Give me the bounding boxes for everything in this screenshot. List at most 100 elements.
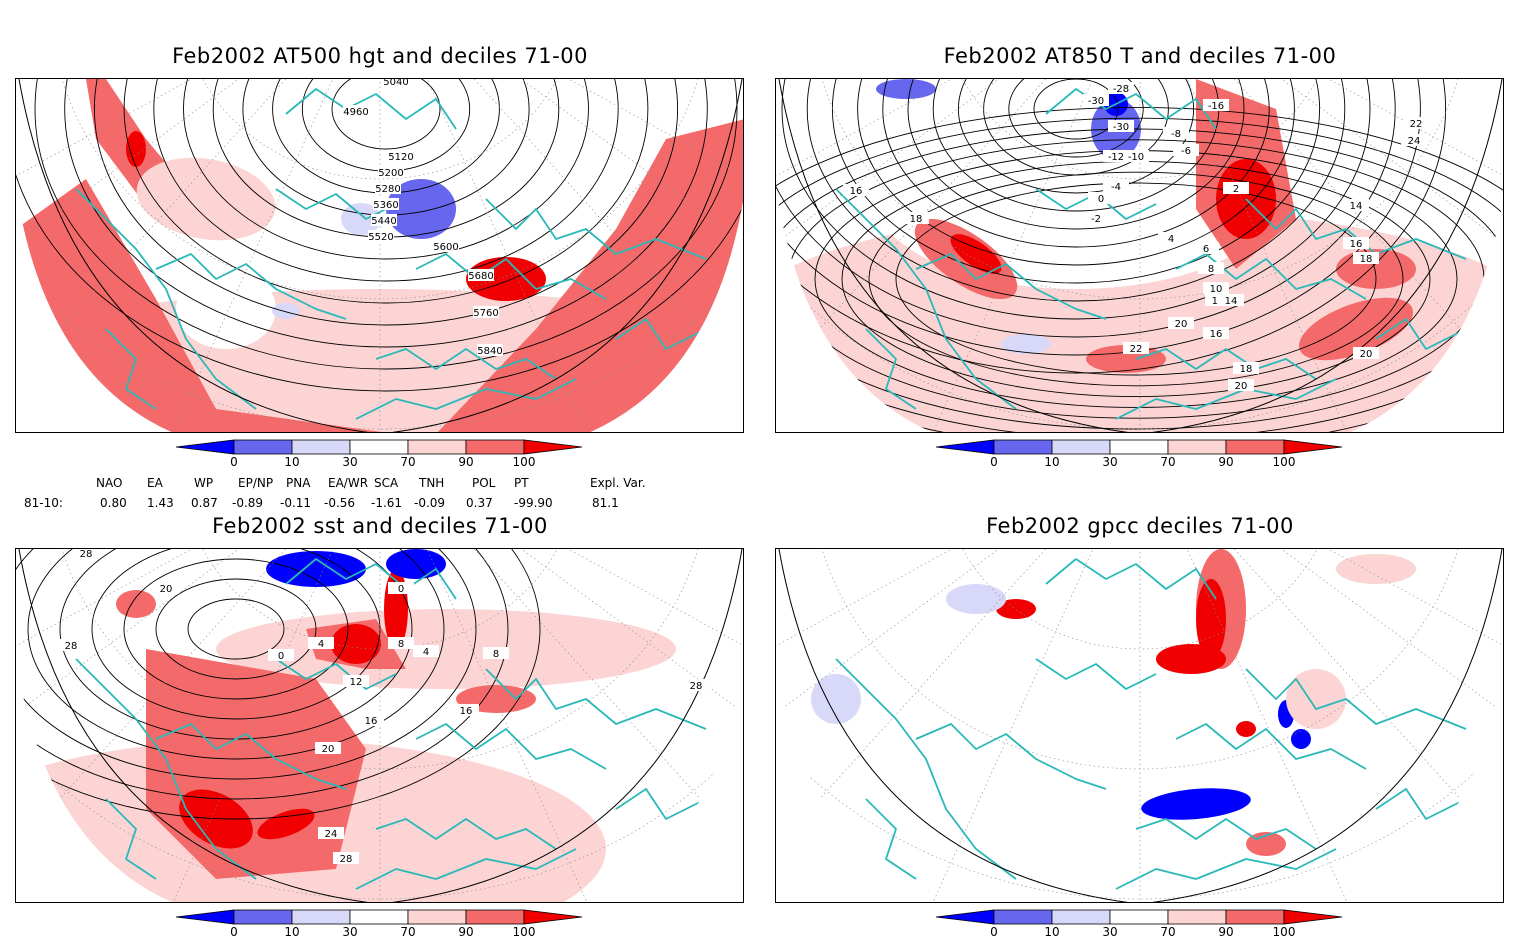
index-value: -0.09 (414, 496, 446, 510)
contour-label-bg (368, 230, 394, 242)
contour-label: -8 (1171, 129, 1181, 140)
coastline (485, 668, 707, 730)
contour-label-bg (1228, 379, 1254, 391)
colorbar-segment (1225, 909, 1285, 925)
graticule-meridian (1186, 549, 1348, 902)
contour-label: -30 (1088, 96, 1104, 107)
colorbar-tick-label: 10 (284, 455, 300, 469)
panel-title-gpcc: Feb2002 gpcc deciles 71-00 (986, 514, 1294, 538)
colorbar-segment (1109, 439, 1169, 455)
contour-label: 28 (80, 549, 93, 560)
contour-label-bg (1233, 362, 1259, 374)
panel-title-t850: Feb2002 AT850 T and deciles 71-00 (943, 44, 1337, 68)
map-hgt500[interactable]: 4960 5040 5120 5200 5280 5360 5440 5520 5600 5680… (15, 78, 744, 433)
coastline (75, 188, 257, 410)
index-name: PNA (286, 476, 311, 490)
coastline (835, 188, 1017, 410)
index-name: EA (147, 476, 163, 490)
decile-shading (811, 674, 861, 724)
contour-label-bg (1223, 182, 1249, 194)
contour-label-bg (1108, 120, 1134, 132)
coastline (285, 88, 457, 130)
colorbar-tick-label: 30 (342, 925, 358, 939)
map-t850[interactable]: -28-30-30-16-12-10-8-6-4-202468101214161… (775, 78, 1504, 433)
index-name: TNH (419, 476, 445, 490)
contour-label: 8 (493, 649, 499, 660)
contour-label: 22 (1130, 344, 1143, 355)
contour-label-bg (308, 637, 334, 649)
contour-label: 16 (365, 716, 378, 727)
colorbar-segment (349, 909, 409, 925)
contour-label-bg (1163, 127, 1189, 139)
colorbar-svg (935, 909, 1343, 925)
contour-label: -2 (1091, 214, 1101, 225)
coastline (375, 348, 557, 380)
contour-line (153, 79, 619, 282)
contour-label-bg (1401, 134, 1427, 146)
contour-label-bg (1403, 117, 1429, 129)
colorbar-tick-label: 100 (512, 455, 536, 469)
colorbar-tick-label: 90 (458, 455, 474, 469)
contour-label-bg (73, 549, 99, 559)
contour-label: 2 (1233, 184, 1239, 195)
panel-title-hgt500: Feb2002 AT500 hgt and deciles 71-00 (172, 44, 588, 68)
colorbar-tick-label: 10 (1044, 925, 1060, 939)
colorbar-tick-label: 30 (342, 455, 358, 469)
contour-label-bg (903, 212, 929, 224)
colorbar-segment (993, 909, 1053, 925)
colorbar-segment (1283, 909, 1343, 925)
contour-label-bg (1088, 192, 1114, 204)
map-sst[interactable]: 28 28 20 0 4 8 12 16 20 24 28 28 16 4 8 0 (15, 548, 744, 903)
contour-line (16, 549, 509, 800)
contour-label: 0 (398, 584, 404, 595)
contour-line (155, 578, 317, 680)
map-gpcc[interactable] (775, 548, 1504, 903)
contour-line (832, 79, 1320, 284)
decile-shading (1236, 721, 1256, 737)
decile-shading (1336, 554, 1416, 584)
contour-line (776, 79, 1446, 374)
contour-label-bg (373, 198, 399, 210)
contour-label: 24 (1408, 136, 1421, 147)
graticule-meridian (520, 79, 743, 243)
hemisphere-edge (18, 79, 743, 432)
colorbar-segment (993, 439, 1053, 455)
contour-label: 22 (1410, 119, 1423, 130)
decile-shading (257, 808, 315, 840)
graticule-meridian (932, 549, 1094, 902)
colorbar-tick-label: 10 (284, 925, 300, 939)
decile-shading (1196, 579, 1226, 659)
contour-line (27, 549, 445, 760)
contour-label: 8 (398, 639, 404, 650)
coastline (915, 253, 1107, 320)
contour-label: 4 (318, 639, 324, 650)
graticule-meridian (172, 79, 334, 432)
graticule-meridian (16, 79, 240, 244)
coastline (485, 198, 707, 260)
decile-shading (1001, 334, 1051, 354)
colorbar-segment (407, 439, 467, 455)
decile-shading (950, 234, 1002, 274)
contour-label-bg (1103, 180, 1129, 192)
colorbar-tick-label: 90 (1218, 455, 1234, 469)
contour-label: -12 (1108, 152, 1124, 163)
colorbar-segment (1051, 439, 1111, 455)
contour-label-bg (153, 582, 179, 594)
contour-label: 5600 (433, 242, 458, 253)
contour-label-bg (358, 714, 384, 726)
contour-label: 24 (325, 829, 338, 840)
coastline (1245, 668, 1467, 730)
contour-label-bg (1198, 262, 1224, 274)
decile-shading (996, 599, 1036, 619)
contour-label: 8 (1208, 264, 1214, 275)
graticule-meridian (776, 79, 1000, 244)
contour-line (895, 182, 1377, 376)
graticule-meridian (567, 549, 743, 646)
colorbar-segment (935, 439, 995, 455)
decile-shading (466, 257, 546, 301)
contour-label: 18 (910, 214, 923, 225)
colorbar-segment (175, 909, 235, 925)
colorbar-tick-label: 70 (400, 925, 416, 939)
contour-label-bg (473, 306, 499, 318)
hemisphere-edge (778, 79, 1503, 432)
